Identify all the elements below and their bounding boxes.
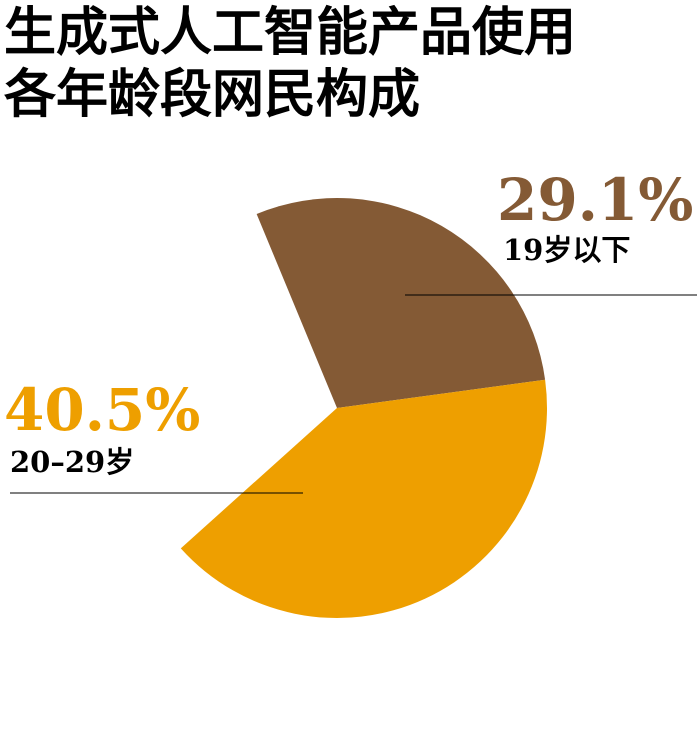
pie-slice <box>256 197 546 408</box>
pie-slice <box>180 379 548 619</box>
chart-title: 生成式人工智能产品使用各年龄段网民构成 <box>4 3 577 125</box>
value-label: 29.1% <box>497 166 693 234</box>
category-label: 20–29岁 <box>10 445 134 479</box>
category-label: 19岁以下 <box>503 233 630 267</box>
value-label: 40.5% <box>4 376 200 444</box>
